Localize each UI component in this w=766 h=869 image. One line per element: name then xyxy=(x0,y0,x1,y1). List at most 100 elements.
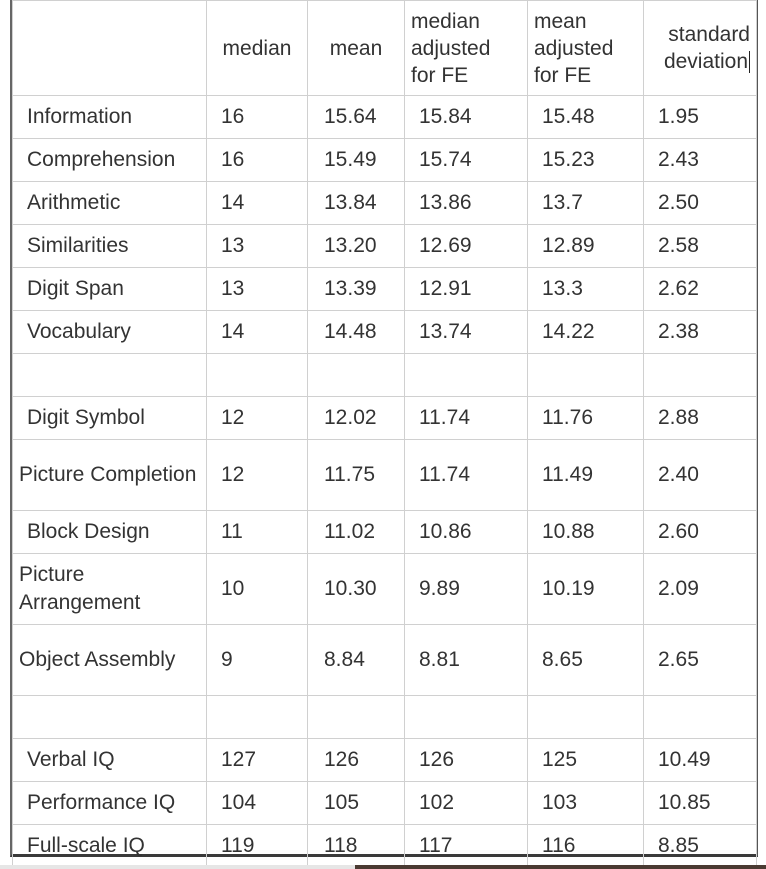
standard-deviation-cell[interactable]: 2.62 xyxy=(643,267,757,311)
standard-deviation-cell[interactable]: 2.43 xyxy=(643,138,757,182)
header-median-adjusted[interactable]: median adjusted for FE xyxy=(404,0,528,96)
median-adjusted-cell[interactable]: 11.74 xyxy=(404,439,528,511)
median-cell[interactable]: 12 xyxy=(206,439,308,511)
median-adjusted-cell[interactable]: 11.74 xyxy=(404,396,528,440)
mean-cell[interactable]: 12.02 xyxy=(307,396,405,440)
row-label[interactable]: Digit Span xyxy=(12,267,207,311)
row-label[interactable]: Picture Arrangement xyxy=(12,553,207,625)
mean-cell[interactable]: 15.49 xyxy=(307,138,405,182)
standard-deviation-cell[interactable]: 1.95 xyxy=(643,95,757,139)
median-adjusted-cell[interactable]: 126 xyxy=(404,738,528,782)
row-label[interactable]: Digit Symbol xyxy=(12,396,207,440)
empty-cell[interactable] xyxy=(527,695,644,739)
mean-adjusted-cell[interactable]: 13.3 xyxy=(527,267,644,311)
row-label[interactable]: Comprehension xyxy=(12,138,207,182)
row-label[interactable]: Verbal IQ xyxy=(12,738,207,782)
median-cell[interactable]: 10 xyxy=(206,553,308,625)
scrollbar-thumb[interactable] xyxy=(355,865,766,869)
row-label[interactable]: Information xyxy=(12,95,207,139)
median-cell[interactable]: 11 xyxy=(206,510,308,554)
standard-deviation-cell[interactable]: 10.85 xyxy=(643,781,757,825)
median-cell[interactable]: 13 xyxy=(206,224,308,268)
empty-cell[interactable] xyxy=(206,695,308,739)
header-standard-deviation[interactable]: standard deviation xyxy=(643,0,757,96)
median-adjusted-cell[interactable]: 12.91 xyxy=(404,267,528,311)
empty-cell[interactable] xyxy=(307,695,405,739)
mean-adjusted-cell[interactable]: 116 xyxy=(527,824,644,868)
mean-adjusted-cell[interactable]: 103 xyxy=(527,781,644,825)
mean-adjusted-cell[interactable]: 10.88 xyxy=(527,510,644,554)
median-adjusted-cell[interactable]: 102 xyxy=(404,781,528,825)
standard-deviation-cell[interactable]: 2.09 xyxy=(643,553,757,625)
empty-cell[interactable] xyxy=(404,353,528,397)
standard-deviation-cell[interactable]: 2.88 xyxy=(643,396,757,440)
standard-deviation-cell[interactable]: 2.38 xyxy=(643,310,757,354)
mean-adjusted-cell[interactable]: 15.48 xyxy=(527,95,644,139)
median-cell[interactable]: 14 xyxy=(206,310,308,354)
median-adjusted-cell[interactable]: 10.86 xyxy=(404,510,528,554)
median-cell[interactable]: 127 xyxy=(206,738,308,782)
row-label[interactable]: Arithmetic xyxy=(12,181,207,225)
empty-cell[interactable] xyxy=(12,353,207,397)
standard-deviation-cell[interactable]: 10.49 xyxy=(643,738,757,782)
mean-cell[interactable]: 10.30 xyxy=(307,553,405,625)
row-label[interactable]: Block Design xyxy=(12,510,207,554)
empty-cell[interactable] xyxy=(643,353,757,397)
mean-adjusted-cell[interactable]: 125 xyxy=(527,738,644,782)
median-cell[interactable]: 104 xyxy=(206,781,308,825)
empty-cell[interactable] xyxy=(404,695,528,739)
median-cell[interactable]: 12 xyxy=(206,396,308,440)
median-adjusted-cell[interactable]: 13.86 xyxy=(404,181,528,225)
mean-adjusted-cell[interactable]: 14.22 xyxy=(527,310,644,354)
mean-cell[interactable]: 118 xyxy=(307,824,405,868)
mean-adjusted-cell[interactable]: 8.65 xyxy=(527,624,644,696)
mean-cell[interactable]: 14.48 xyxy=(307,310,405,354)
header-mean[interactable]: mean xyxy=(307,0,405,96)
mean-cell[interactable]: 13.39 xyxy=(307,267,405,311)
mean-cell[interactable]: 15.64 xyxy=(307,95,405,139)
empty-cell[interactable] xyxy=(527,353,644,397)
median-cell[interactable]: 119 xyxy=(206,824,308,868)
row-label[interactable]: Object Assembly xyxy=(12,624,207,696)
standard-deviation-cell[interactable]: 8.85 xyxy=(643,824,757,868)
mean-cell[interactable]: 8.84 xyxy=(307,624,405,696)
mean-adjusted-cell[interactable]: 11.49 xyxy=(527,439,644,511)
mean-cell[interactable]: 13.20 xyxy=(307,224,405,268)
standard-deviation-cell[interactable]: 2.58 xyxy=(643,224,757,268)
median-adjusted-cell[interactable]: 117 xyxy=(404,824,528,868)
standard-deviation-cell[interactable]: 2.65 xyxy=(643,624,757,696)
median-cell[interactable]: 14 xyxy=(206,181,308,225)
row-label[interactable]: Vocabulary xyxy=(12,310,207,354)
row-label[interactable]: Similarities xyxy=(12,224,207,268)
row-label[interactable]: Picture Completion xyxy=(12,439,207,511)
empty-cell[interactable] xyxy=(206,353,308,397)
median-adjusted-cell[interactable]: 13.74 xyxy=(404,310,528,354)
median-cell[interactable]: 9 xyxy=(206,624,308,696)
median-adjusted-cell[interactable]: 9.89 xyxy=(404,553,528,625)
mean-adjusted-cell[interactable]: 13.7 xyxy=(527,181,644,225)
mean-cell[interactable]: 11.75 xyxy=(307,439,405,511)
header-cell-empty[interactable] xyxy=(12,0,207,96)
mean-adjusted-cell[interactable]: 11.76 xyxy=(527,396,644,440)
median-adjusted-cell[interactable]: 12.69 xyxy=(404,224,528,268)
standard-deviation-cell[interactable]: 2.40 xyxy=(643,439,757,511)
empty-cell[interactable] xyxy=(643,695,757,739)
row-label[interactable]: Performance IQ xyxy=(12,781,207,825)
mean-adjusted-cell[interactable]: 12.89 xyxy=(527,224,644,268)
median-cell[interactable]: 13 xyxy=(206,267,308,311)
median-adjusted-cell[interactable]: 15.84 xyxy=(404,95,528,139)
header-median[interactable]: median xyxy=(206,0,308,96)
mean-cell[interactable]: 11.02 xyxy=(307,510,405,554)
empty-cell[interactable] xyxy=(307,353,405,397)
header-mean-adjusted[interactable]: mean adjusted for FE xyxy=(527,0,644,96)
mean-adjusted-cell[interactable]: 10.19 xyxy=(527,553,644,625)
median-cell[interactable]: 16 xyxy=(206,138,308,182)
standard-deviation-cell[interactable]: 2.50 xyxy=(643,181,757,225)
mean-cell[interactable]: 126 xyxy=(307,738,405,782)
standard-deviation-cell[interactable]: 2.60 xyxy=(643,510,757,554)
empty-cell[interactable] xyxy=(12,695,207,739)
median-cell[interactable]: 16 xyxy=(206,95,308,139)
row-label[interactable]: Full-scale IQ xyxy=(12,824,207,868)
mean-cell[interactable]: 105 xyxy=(307,781,405,825)
mean-adjusted-cell[interactable]: 15.23 xyxy=(527,138,644,182)
